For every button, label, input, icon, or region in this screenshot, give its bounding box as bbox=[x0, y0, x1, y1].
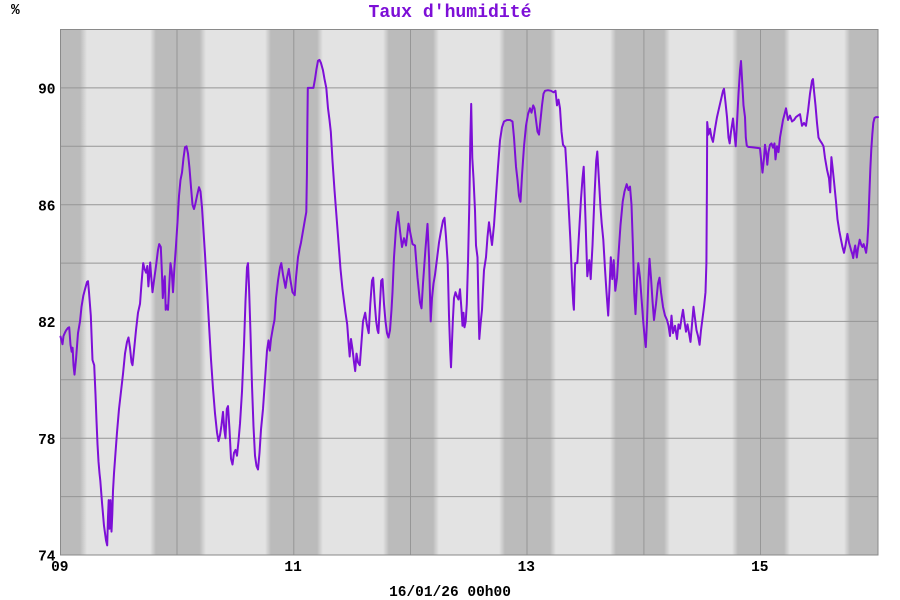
svg-text:86: 86 bbox=[38, 199, 55, 215]
svg-text:74: 74 bbox=[38, 550, 56, 566]
svg-text:13: 13 bbox=[518, 560, 535, 576]
svg-text:Taux d'humidité: Taux d'humidité bbox=[369, 3, 532, 23]
svg-text:16/01/26 00h00: 16/01/26 00h00 bbox=[389, 585, 511, 600]
svg-text:09: 09 bbox=[51, 560, 68, 576]
svg-text:82: 82 bbox=[38, 316, 55, 332]
svg-text:%: % bbox=[11, 3, 20, 19]
svg-text:78: 78 bbox=[38, 433, 55, 449]
svg-text:90: 90 bbox=[38, 83, 55, 99]
svg-text:11: 11 bbox=[284, 560, 302, 576]
svg-text:15: 15 bbox=[751, 560, 768, 576]
